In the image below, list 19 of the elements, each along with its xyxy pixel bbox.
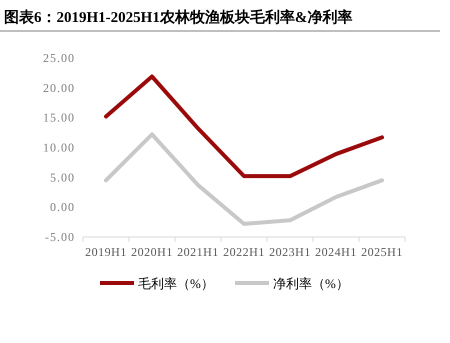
x-tick-label: 2020H1 — [131, 245, 173, 259]
y-tick-label: 10.00 — [43, 140, 75, 154]
x-tick-label: 2023H1 — [269, 245, 311, 259]
chart-title: 图表6：2019H1-2025H1农林牧渔板块毛利率&净利率 — [4, 8, 352, 26]
y-tick-label: 20.00 — [43, 80, 75, 95]
y-tick-label: 15.00 — [43, 110, 75, 125]
x-tick-label: 2021H1 — [177, 245, 219, 259]
x-tick-label: 2022H1 — [223, 245, 265, 259]
y-tick-label: -5.00 — [45, 230, 75, 244]
x-tick-label: 2025H1 — [361, 245, 403, 259]
y-tick-label: 0.00 — [50, 200, 75, 214]
line-series — [104, 74, 384, 178]
y-tick-label: 5.00 — [50, 170, 75, 184]
y-tick-label: 25.00 — [43, 51, 75, 65]
x-tick-label: 2024H1 — [315, 245, 357, 259]
line-series — [104, 132, 384, 226]
legend-label: 净利率（%） — [273, 276, 349, 291]
legend-label: 毛利率（%） — [138, 276, 214, 291]
x-tick-label: 2019H1 — [85, 245, 127, 259]
